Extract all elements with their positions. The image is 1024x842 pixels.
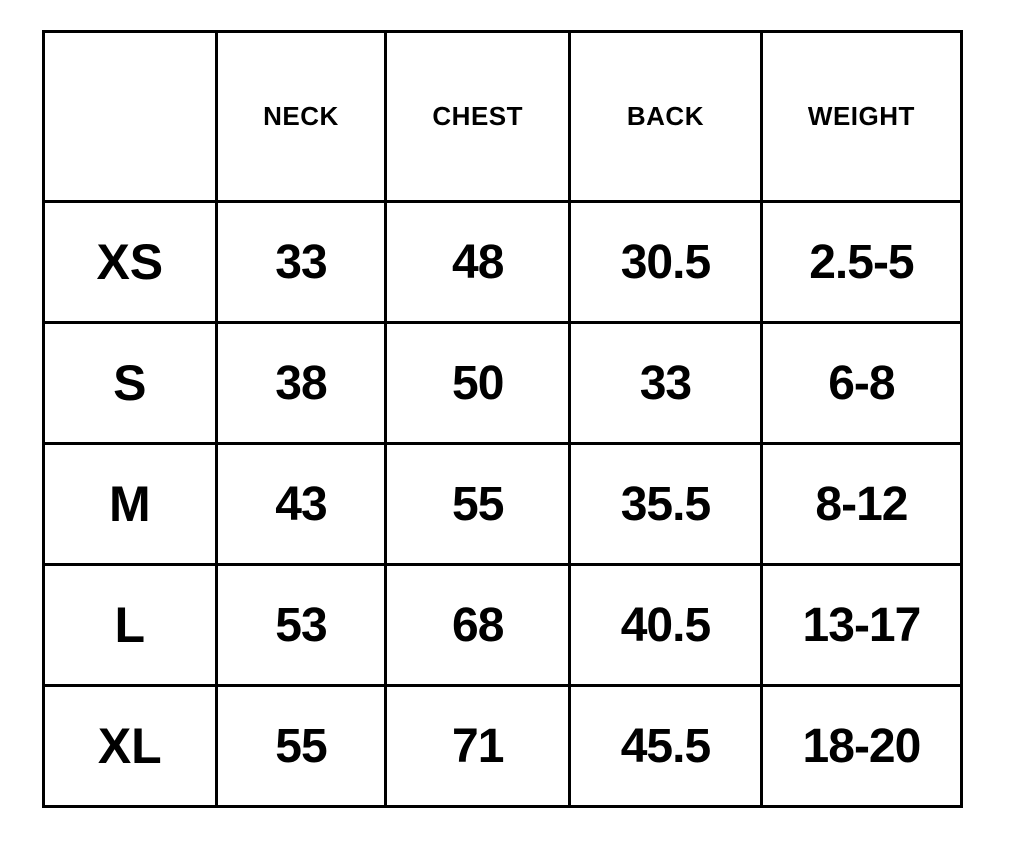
cell-s-weight: 6-8 [759, 321, 964, 445]
cell-m-back: 35.5 [568, 442, 763, 566]
cell-l-chest: 68 [384, 563, 571, 687]
column-header-weight: WEIGHT [759, 30, 964, 203]
row-label-l: L [42, 563, 218, 687]
column-header-back: BACK [568, 30, 763, 203]
cell-l-weight: 13-17 [759, 563, 964, 687]
cell-xs-weight: 2.5-5 [759, 200, 964, 324]
cell-xl-chest: 71 [384, 684, 571, 808]
cell-m-neck: 43 [214, 442, 388, 566]
header-row: NECK CHEST BACK WEIGHT [42, 30, 964, 203]
table-row-m: M 43 55 35.5 8-12 [42, 442, 964, 566]
row-label-s: S [42, 321, 218, 445]
cell-m-weight: 8-12 [759, 442, 964, 566]
cell-xs-chest: 48 [384, 200, 571, 324]
table-row-l: L 53 68 40.5 13-17 [42, 563, 964, 687]
column-header-chest: CHEST [384, 30, 571, 203]
row-label-xs: XS [42, 200, 218, 324]
cell-m-chest: 55 [384, 442, 571, 566]
row-label-m: M [42, 442, 218, 566]
column-header-neck: NECK [214, 30, 388, 203]
cell-xl-weight: 18-20 [759, 684, 964, 808]
table-row-s: S 38 50 33 6-8 [42, 321, 964, 445]
table-row-xs: XS 33 48 30.5 2.5-5 [42, 200, 964, 324]
cell-s-back: 33 [568, 321, 763, 445]
cell-l-neck: 53 [214, 563, 388, 687]
row-label-xl: XL [42, 684, 218, 808]
cell-s-neck: 38 [214, 321, 388, 445]
cell-l-back: 40.5 [568, 563, 763, 687]
size-chart-table: NECK CHEST BACK WEIGHT XS 33 48 30.5 2.5… [42, 30, 964, 808]
corner-header-cell [42, 30, 218, 203]
cell-xs-neck: 33 [214, 200, 388, 324]
cell-xs-back: 30.5 [568, 200, 763, 324]
cell-s-chest: 50 [384, 321, 571, 445]
table-row-xl: XL 55 71 45.5 18-20 [42, 684, 964, 808]
cell-xl-neck: 55 [214, 684, 388, 808]
cell-xl-back: 45.5 [568, 684, 763, 808]
